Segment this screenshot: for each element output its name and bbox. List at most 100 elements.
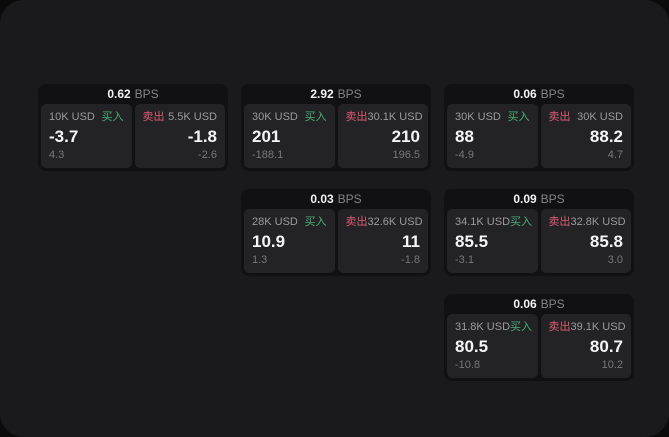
sell-panel-top: 卖出 30.1K USD [345, 111, 423, 124]
sell-delta: 196.5 [392, 149, 420, 161]
buy-amount: 31.8K USD [455, 321, 511, 333]
sell-price: 85.8 [589, 232, 623, 251]
sell-panel-top: 卖出 32.6K USD [345, 216, 423, 229]
sell-price: 80.7 [589, 337, 623, 356]
quote-card-1: 0.62 BPS 10K USD 买入 -3.7 4.3 卖出 5.5K USD [38, 84, 228, 171]
sell-label: 卖出 [548, 216, 571, 228]
sell-amount: 30K USD [577, 111, 623, 123]
buy-panel[interactable]: 30K USD 买入 201 -188.1 [244, 104, 335, 168]
buy-label: 买入 [510, 216, 533, 228]
quote-card-5: 0.09 BPS 34.1K USD 买入 85.5 -3.1 卖出 32.8K… [444, 189, 634, 276]
card-panels: 34.1K USD 买入 85.5 -3.1 卖出 32.8K USD 85.8… [444, 209, 634, 276]
card-header: 2.92 BPS [241, 84, 431, 104]
card-panels: 10K USD 买入 -3.7 4.3 卖出 5.5K USD -1.8 -2.… [38, 104, 228, 171]
buy-price: 80.5 [455, 337, 489, 356]
sell-price: -1.8 [187, 127, 217, 146]
quote-card-4: 0.03 BPS 28K USD 买入 10.9 1.3 卖出 32.6K US… [241, 189, 431, 276]
buy-label: 买入 [101, 111, 124, 123]
buy-label: 买入 [507, 111, 530, 123]
sell-panel[interactable]: 卖出 5.5K USD -1.8 -2.6 [134, 104, 225, 168]
sell-price: 11 [402, 232, 420, 251]
sell-price: 210 [391, 127, 420, 146]
buy-label: 买入 [304, 216, 327, 228]
buy-panel[interactable]: 31.8K USD 买入 80.5 -10.8 [447, 314, 538, 378]
sell-label: 卖出 [142, 111, 165, 123]
sell-amount: 32.8K USD [570, 216, 626, 228]
buy-panel-top: 31.8K USD 买入 [455, 321, 533, 334]
buy-delta: 4.3 [49, 149, 65, 161]
buy-panel-top: 28K USD 买入 [252, 216, 327, 229]
buy-panel-top: 34.1K USD 买入 [455, 216, 533, 229]
buy-panel[interactable]: 28K USD 买入 10.9 1.3 [244, 209, 335, 273]
bps-value: 0.03 [310, 192, 334, 206]
card-header: 0.06 BPS [444, 294, 634, 314]
sell-delta: -1.8 [401, 254, 420, 266]
sell-delta: 10.2 [601, 359, 623, 371]
sell-panel[interactable]: 卖出 32.8K USD 85.8 3.0 [540, 209, 631, 273]
bps-unit: BPS [540, 87, 565, 101]
buy-delta: -188.1 [252, 149, 284, 161]
buy-price: 201 [252, 127, 281, 146]
buy-price: 85.5 [455, 232, 489, 251]
buy-amount: 30K USD [455, 111, 501, 123]
sell-panel[interactable]: 卖出 39.1K USD 80.7 10.2 [540, 314, 631, 378]
bps-unit: BPS [337, 87, 362, 101]
bps-unit: BPS [134, 87, 159, 101]
card-panels: 30K USD 买入 201 -188.1 卖出 30.1K USD 210 1… [241, 104, 431, 171]
buy-amount: 28K USD [252, 216, 298, 228]
sell-panel-top: 卖出 39.1K USD [548, 321, 626, 334]
sell-panel[interactable]: 卖出 30K USD 88.2 4.7 [540, 104, 631, 168]
sell-delta: -2.6 [198, 149, 217, 161]
buy-price: 10.9 [252, 232, 286, 251]
buy-label: 买入 [510, 321, 533, 333]
bps-value: 0.09 [513, 192, 537, 206]
buy-panel[interactable]: 30K USD 买入 88 -4.9 [447, 104, 538, 168]
buy-delta: -3.1 [455, 254, 474, 266]
sell-delta: 3.0 [607, 254, 623, 266]
buy-panel[interactable]: 34.1K USD 买入 85.5 -3.1 [447, 209, 538, 273]
card-header: 0.03 BPS [241, 189, 431, 209]
buy-delta: -10.8 [455, 359, 481, 371]
sell-panel-top: 卖出 30K USD [549, 111, 624, 124]
buy-panel[interactable]: 10K USD 买入 -3.7 4.3 [41, 104, 132, 168]
sell-panel-top: 卖出 5.5K USD [143, 111, 218, 124]
card-header: 0.62 BPS [38, 84, 228, 104]
quote-cards-grid: 0.62 BPS 10K USD 买入 -3.7 4.3 卖出 5.5K USD [38, 84, 634, 381]
quote-card-3: 0.06 BPS 30K USD 买入 88 -4.9 卖出 30K USD [444, 84, 634, 171]
quote-card-6: 0.06 BPS 31.8K USD 买入 80.5 -10.8 卖出 39.1… [444, 294, 634, 381]
buy-price: -3.7 [49, 127, 79, 146]
sell-amount: 30.1K USD [367, 111, 423, 123]
bps-value: 0.62 [107, 87, 131, 101]
sell-amount: 5.5K USD [168, 111, 217, 123]
bps-value: 0.06 [513, 87, 537, 101]
sell-panel-top: 卖出 32.8K USD [548, 216, 626, 229]
card-header: 0.06 BPS [444, 84, 634, 104]
sell-panel[interactable]: 卖出 30.1K USD 210 196.5 [337, 104, 428, 168]
bps-value: 0.06 [513, 297, 537, 311]
sell-label: 卖出 [345, 216, 368, 228]
buy-amount: 30K USD [252, 111, 298, 123]
card-panels: 31.8K USD 买入 80.5 -10.8 卖出 39.1K USD 80.… [444, 314, 634, 381]
sell-amount: 39.1K USD [570, 321, 626, 333]
card-panels: 28K USD 买入 10.9 1.3 卖出 32.6K USD 11 -1.8 [241, 209, 431, 276]
bps-unit: BPS [337, 192, 362, 206]
sell-label: 卖出 [548, 321, 571, 333]
buy-delta: 1.3 [252, 254, 268, 266]
buy-amount: 10K USD [49, 111, 95, 123]
sell-label: 卖出 [345, 111, 368, 123]
bps-unit: BPS [540, 297, 565, 311]
bps-value: 2.92 [310, 87, 334, 101]
card-panels: 30K USD 买入 88 -4.9 卖出 30K USD 88.2 4.7 [444, 104, 634, 171]
buy-panel-top: 10K USD 买入 [49, 111, 124, 124]
sell-label: 卖出 [548, 111, 571, 123]
buy-panel-top: 30K USD 买入 [455, 111, 530, 124]
sell-panel[interactable]: 卖出 32.6K USD 11 -1.8 [337, 209, 428, 273]
sell-amount: 32.6K USD [367, 216, 423, 228]
sell-price: 88.2 [589, 127, 623, 146]
buy-amount: 34.1K USD [455, 216, 511, 228]
buy-label: 买入 [304, 111, 327, 123]
buy-panel-top: 30K USD 买入 [252, 111, 327, 124]
card-header: 0.09 BPS [444, 189, 634, 209]
buy-price: 88 [455, 127, 474, 146]
